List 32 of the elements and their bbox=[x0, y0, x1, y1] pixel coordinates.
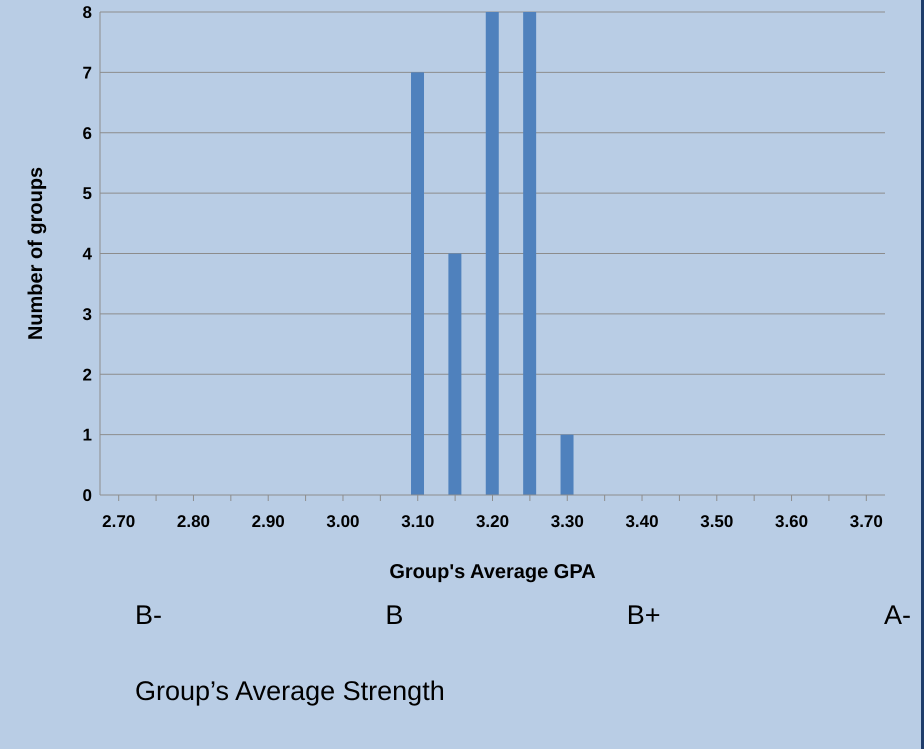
x-tick-label: 2.90 bbox=[252, 512, 285, 532]
y-axis-title: Number of groups bbox=[25, 166, 48, 340]
text: A- bbox=[884, 600, 911, 631]
x-tick-label: 3.00 bbox=[326, 512, 360, 532]
bar bbox=[411, 72, 424, 495]
y-tick-label: 2 bbox=[82, 365, 92, 384]
x-tick-label: 2.80 bbox=[176, 512, 210, 532]
bar bbox=[486, 12, 499, 495]
x-tick-label: 3.10 bbox=[401, 512, 434, 532]
y-tick-label: 7 bbox=[82, 63, 92, 82]
x-tick-label: 2.70 bbox=[102, 512, 136, 532]
y-tick-label: 3 bbox=[82, 304, 92, 324]
y-tick-label: 4 bbox=[82, 244, 93, 264]
text: Group’s Average Strength bbox=[135, 676, 446, 707]
y-tick-label: 1 bbox=[82, 426, 92, 445]
x-axis-title: Group's Average GPA bbox=[389, 561, 596, 583]
y-tick-label: 5 bbox=[82, 184, 92, 204]
text: B- bbox=[135, 600, 162, 631]
text: B bbox=[385, 600, 404, 631]
x-tick-label: 3.50 bbox=[700, 512, 734, 532]
bar bbox=[448, 254, 462, 495]
x-tick-label: 3.20 bbox=[476, 512, 510, 532]
x-tick-label: 3.30 bbox=[550, 512, 584, 532]
x-tick-label: 3.60 bbox=[775, 512, 808, 532]
bar bbox=[523, 12, 536, 495]
text: B+ bbox=[626, 600, 661, 631]
bar bbox=[560, 434, 574, 495]
y-tick-label: 6 bbox=[82, 124, 92, 143]
y-tick-label: 0 bbox=[82, 486, 92, 506]
x-tick-label: 3.70 bbox=[850, 512, 883, 532]
y-tick-label: 8 bbox=[82, 3, 92, 22]
x-tick-label: 3.40 bbox=[625, 512, 659, 532]
